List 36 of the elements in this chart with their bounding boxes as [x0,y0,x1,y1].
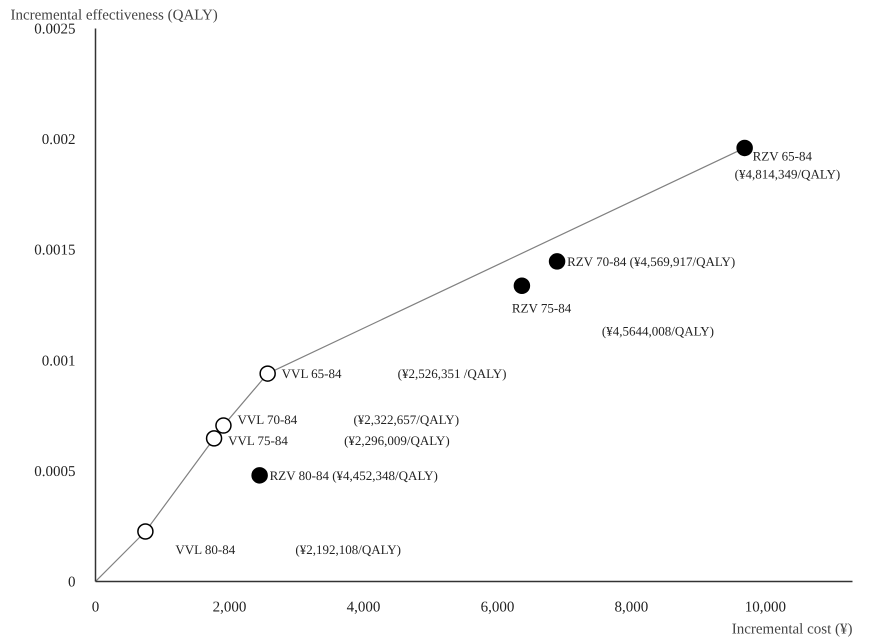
annotation: RZV 70-84 (¥4,569,917/QALY) [567,254,736,269]
y-tick-label: 0.0025 [34,22,76,38]
point [206,430,222,447]
x-axis-title: Incremental cost (¥) [732,622,853,638]
y-tick-label: 0 [68,574,76,590]
x-tick-label: 8,000 [614,600,648,616]
y-axis-title: Incremental effectiveness (QALY) [10,8,218,24]
x-tick-label: 0 [92,600,100,616]
x-tick-label: 6,000 [480,600,514,616]
point [251,467,268,484]
annotation: (¥4,814,349/QALY) [734,166,840,182]
annotation: RZV 65-84 [752,148,812,164]
annotation: VVL 80-84 [175,542,236,558]
y-tick-label: 0.001 [42,353,76,370]
annotation: RZV 80-84 (¥4,452,348/QALY) [270,468,438,483]
annotation: (¥2,526,351 /QALY) [398,366,506,382]
annotation: (¥4,5644,008/QALY) [602,323,714,338]
annotation: (¥2,322,657/QALY) [353,412,460,428]
annotation: RZV 75-84 [512,300,572,316]
y-tick-label: 0.0005 [34,464,76,480]
x-tick-label: 2,000 [212,600,246,616]
point [736,140,753,156]
y-tick-label: 0.002 [42,132,76,148]
annotation: VVL 75-84 [228,432,288,448]
point [259,365,276,382]
annotation: (¥2,296,009/QALY) [344,432,450,448]
y-tick-label: 0.0015 [34,242,76,259]
x-tick-label: 10,000 [744,600,786,616]
point [137,523,154,540]
annotation: (¥2,192,108/QALY) [295,542,401,558]
point [548,253,566,270]
annotation: VVL 65-84 [282,366,342,382]
annotation: VVL 70-84 [237,412,298,428]
point [514,278,530,294]
point [215,417,232,434]
x-tick-label: 4,000 [346,600,380,616]
